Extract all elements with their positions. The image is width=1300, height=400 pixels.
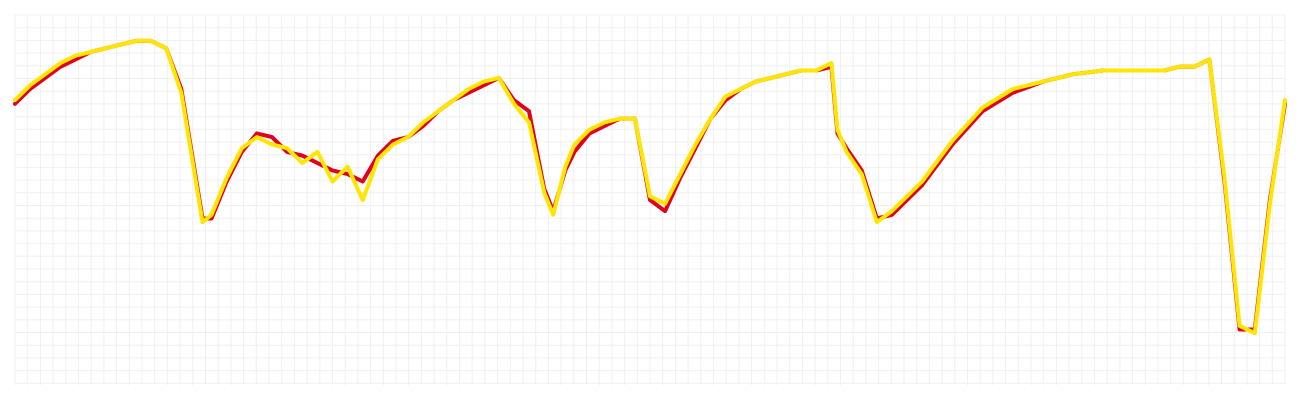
chart-series [13, 38, 1287, 336]
chart-grid [14, 14, 1286, 385]
series-line-2 [13, 38, 1287, 336]
